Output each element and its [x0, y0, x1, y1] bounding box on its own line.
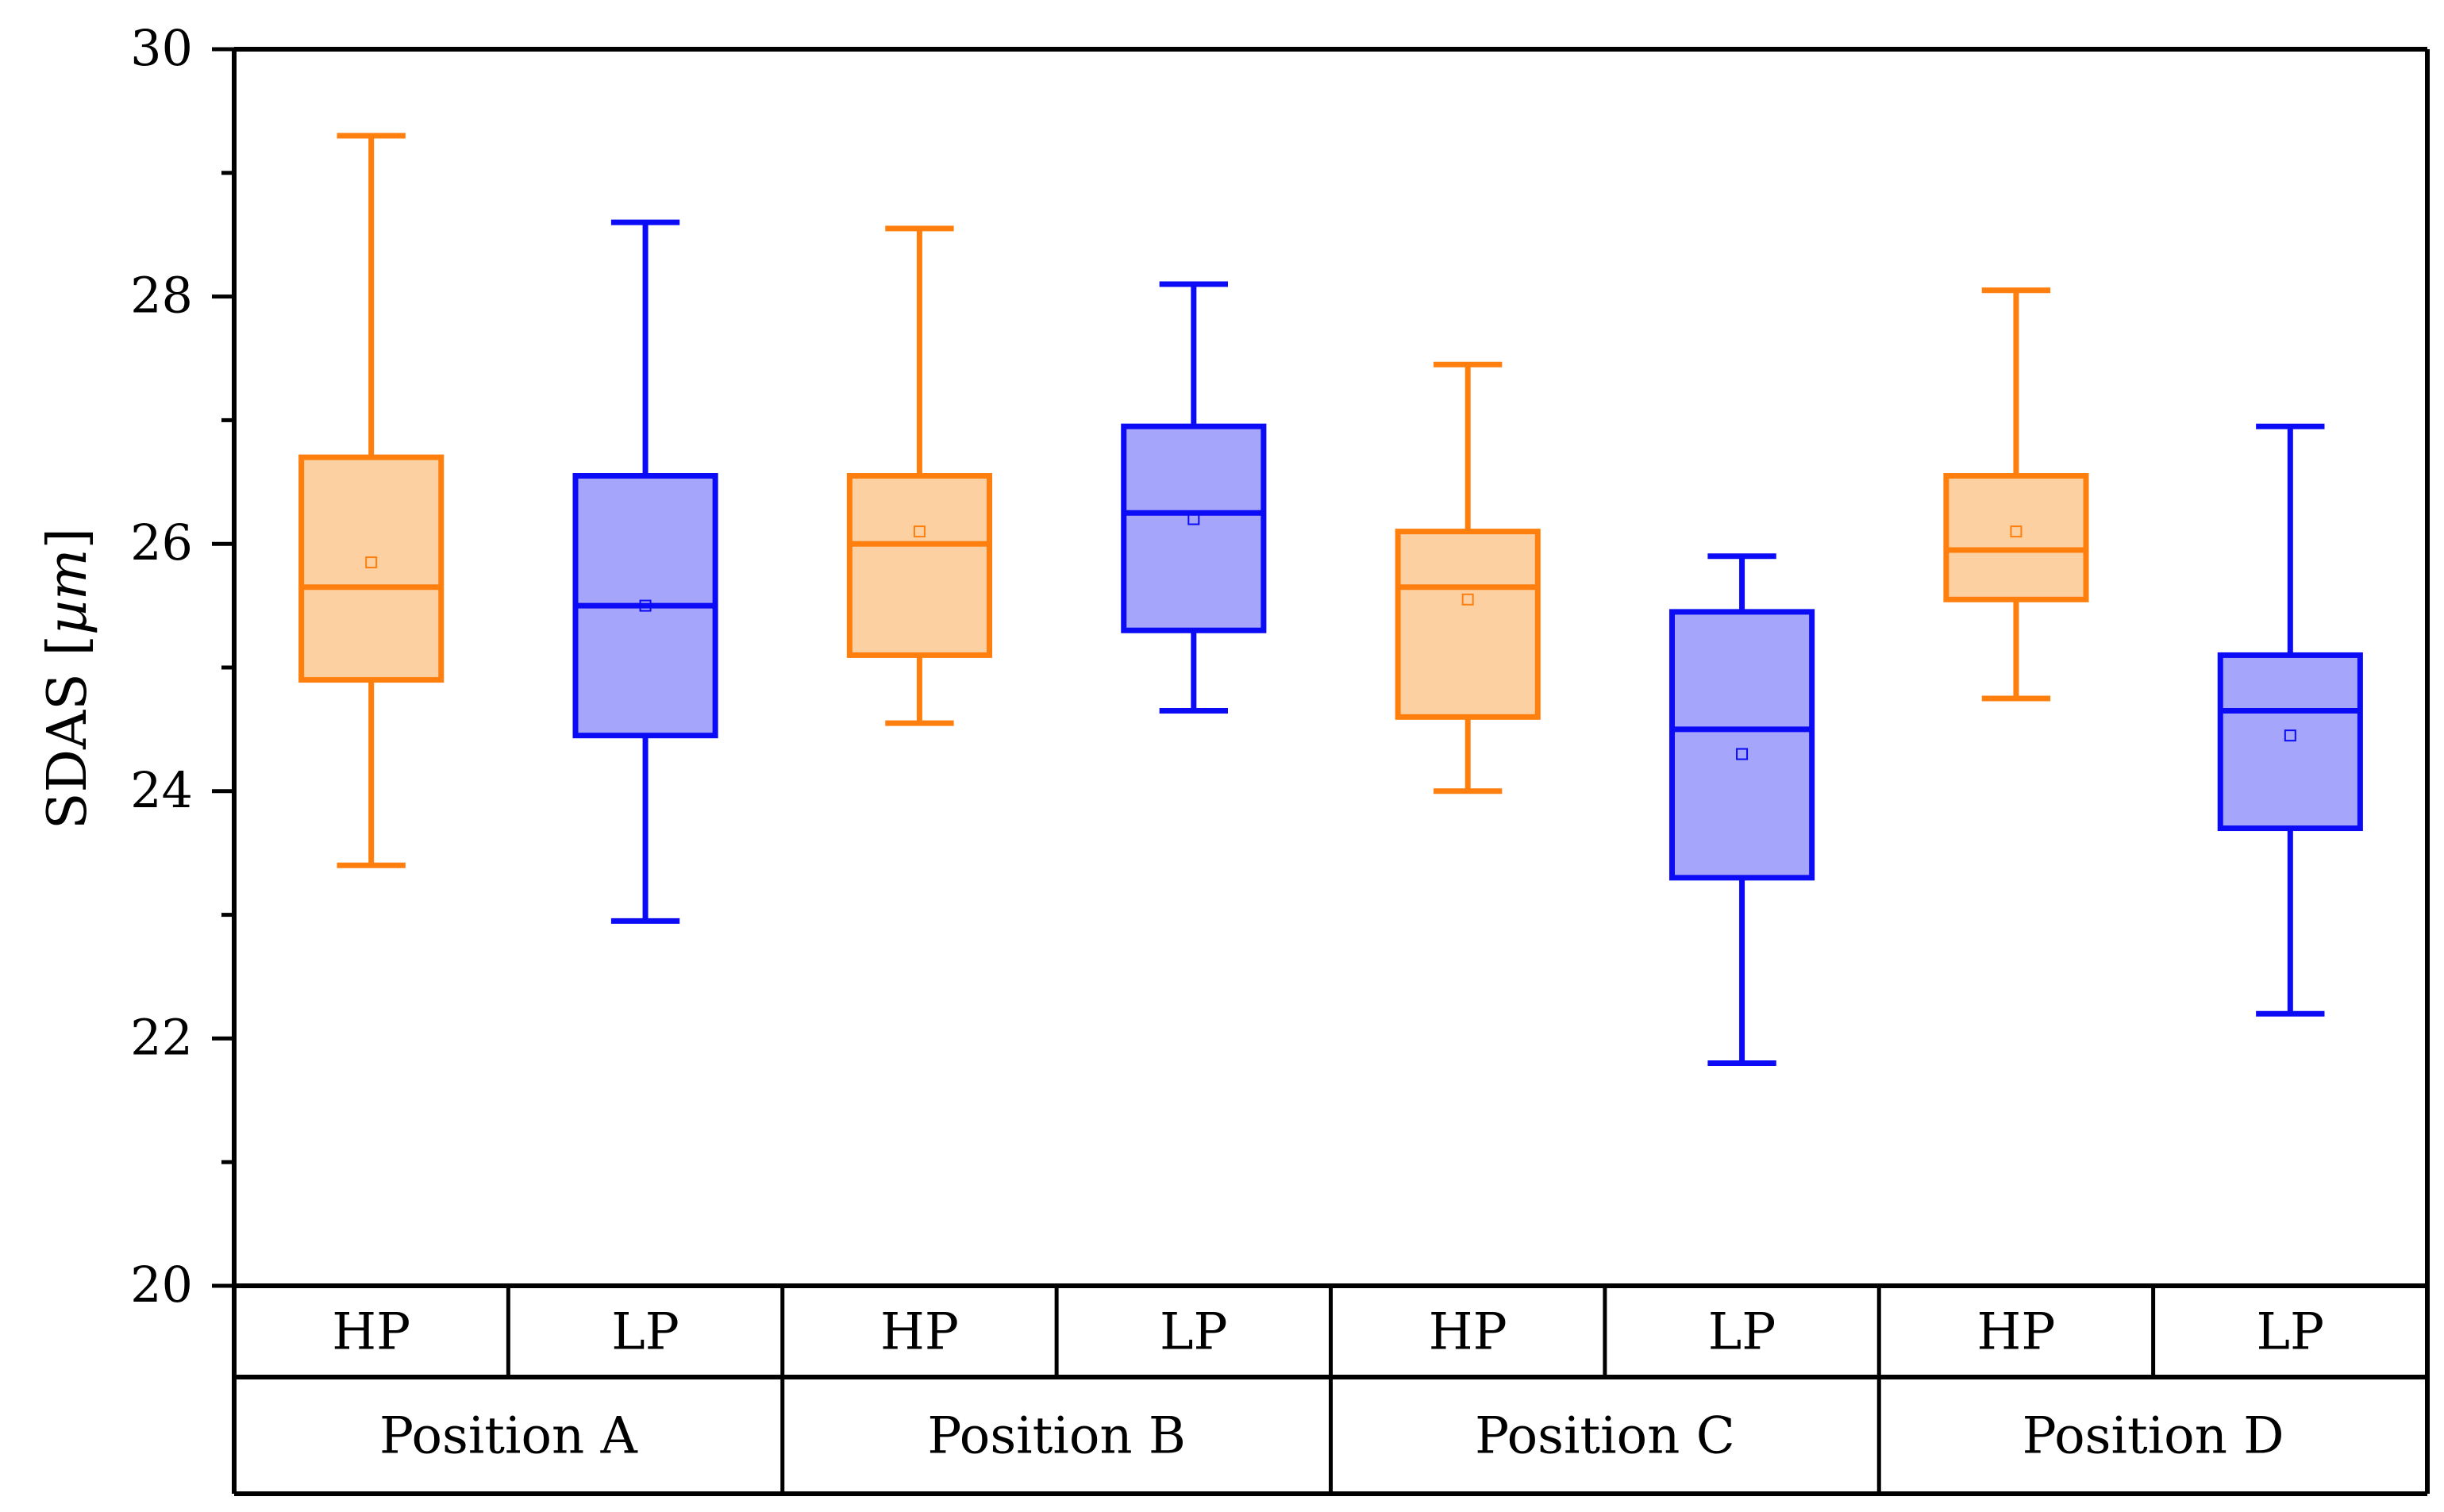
mean-marker — [1461, 593, 1474, 606]
y-axis-unit-open: [ — [37, 635, 99, 656]
iqr-box — [1121, 423, 1267, 633]
iqr-box — [298, 454, 445, 683]
category-label: LP — [611, 1303, 679, 1362]
box-position-d-hp — [1943, 287, 2089, 702]
category-label: HP — [1977, 1303, 2056, 1362]
category-label: LP — [1160, 1303, 1228, 1362]
mean-marker — [2010, 525, 2023, 538]
box-position-b-hp — [846, 225, 993, 726]
mean-marker — [1736, 748, 1749, 760]
iqr-box — [2217, 652, 2363, 832]
labels-layer: 20 22 24 26 28 30 HP LP HP LP HP LP HP LP Position A Po… — [130, 19, 2324, 1466]
y-tick-label: 24 — [130, 761, 193, 819]
iqr-box — [1668, 609, 1815, 881]
box-position-d-lp — [2217, 423, 2363, 1017]
y-tick-label: 22 — [130, 1008, 193, 1066]
mean-marker — [639, 599, 652, 612]
y-tick-label: 30 — [130, 19, 193, 77]
y-axis-title: SDAS [µm] — [37, 528, 99, 829]
mean-marker — [2284, 729, 2296, 742]
iqr-box — [846, 473, 993, 658]
y-tick-label: 28 — [130, 267, 193, 325]
category-label: HP — [332, 1303, 410, 1362]
box-position-c-hp — [1395, 361, 1541, 794]
y-axis-unit: µm — [37, 548, 99, 635]
group-label: Position C — [1475, 1407, 1735, 1466]
box-position-a-lp — [572, 219, 718, 924]
y-tick-label: 26 — [130, 514, 193, 571]
box-position-a-hp — [298, 133, 445, 868]
group-label: Position B — [927, 1407, 1186, 1466]
y-tick-label: 20 — [130, 1256, 193, 1314]
boxes-layer — [298, 133, 2363, 1067]
mean-marker — [913, 525, 926, 538]
iqr-box — [1943, 473, 2089, 602]
category-label: HP — [880, 1303, 959, 1362]
box-position-c-lp — [1668, 553, 1815, 1067]
mean-marker — [365, 556, 378, 569]
iqr-box — [1395, 529, 1541, 720]
group-label: Position A — [379, 1407, 638, 1466]
mean-marker — [1187, 513, 1200, 525]
category-label: LP — [1708, 1303, 1776, 1362]
y-axis-unit-close: ] — [37, 528, 99, 549]
category-label: HP — [1429, 1303, 1507, 1362]
axes-layer — [212, 47, 2430, 1496]
category-label: LP — [2257, 1303, 2325, 1362]
group-label: Position D — [2023, 1407, 2284, 1466]
y-axis-title-text: SDAS — [37, 673, 99, 829]
box-position-b-lp — [1121, 281, 1267, 714]
